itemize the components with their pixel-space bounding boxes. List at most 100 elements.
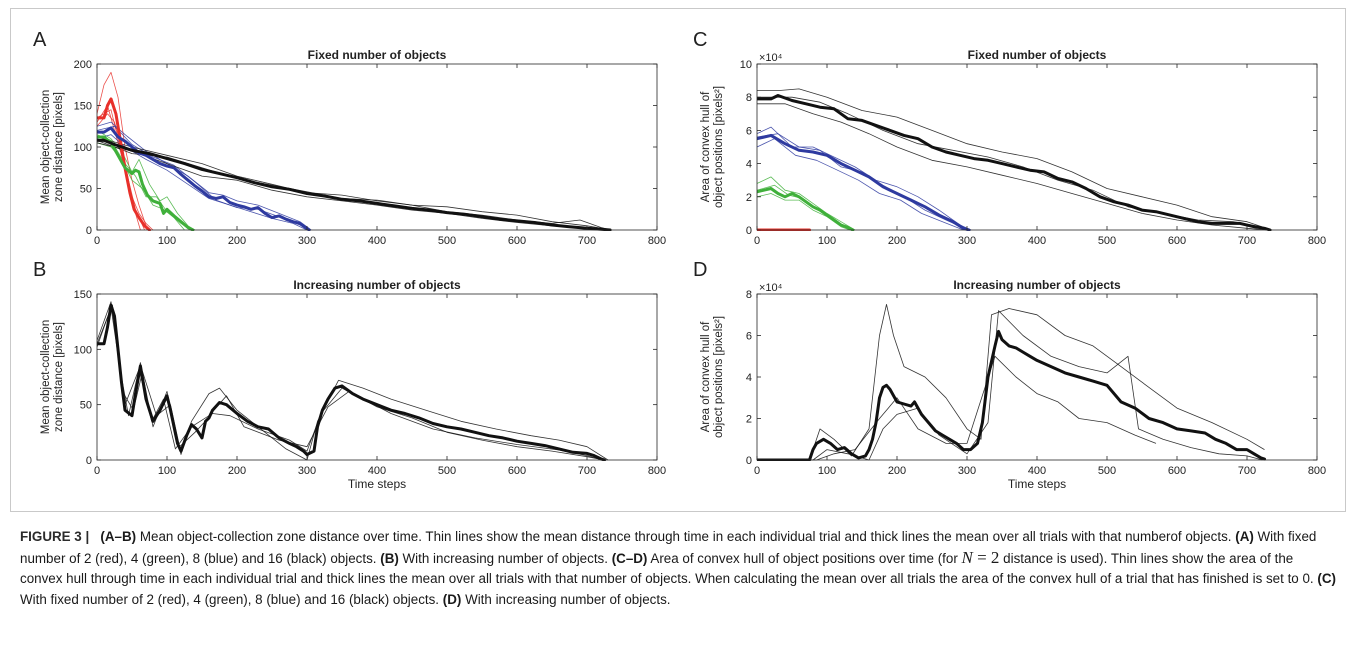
- x-axis-label: Time steps: [1008, 477, 1066, 491]
- caption-label: FIGURE 3 |: [20, 529, 90, 544]
- x-tick-label: 0: [94, 235, 100, 247]
- x-tick-label: 600: [1168, 465, 1186, 477]
- mean-line: [97, 303, 606, 461]
- y-tick-label: 8: [746, 289, 752, 301]
- trial-line: [757, 103, 1269, 231]
- mean-line: [97, 126, 311, 231]
- chart-title: Fixed number of objects: [308, 48, 447, 62]
- series-group: [757, 88, 1272, 231]
- mean-line: [757, 187, 855, 231]
- series-group: [97, 301, 609, 461]
- caption-text-2: With fixed number of 2 (red), 4 (green),…: [20, 529, 1317, 566]
- caption-ref-A: (A): [1235, 529, 1254, 544]
- caption-text-4a: Area of convex hull of object positions …: [647, 550, 962, 566]
- caption-ref-D: (D): [442, 591, 462, 607]
- x-tick-label: 100: [818, 465, 836, 477]
- x-tick-label: 400: [368, 235, 386, 247]
- mean-line: [97, 138, 612, 231]
- panel-letter-A: A: [33, 29, 47, 51]
- chart-title: Increasing number of objects: [293, 278, 461, 292]
- y-tick-label: 150: [74, 101, 92, 113]
- x-tick-label: 800: [648, 465, 666, 477]
- plot-frame: [756, 63, 1318, 231]
- y-tick-label: 50: [80, 184, 92, 196]
- panel-letter-D: D: [693, 259, 707, 281]
- mean-line: [97, 97, 151, 231]
- y-tick-label: 150: [74, 289, 92, 301]
- trial-line: [757, 96, 1272, 231]
- x-tick-label: 400: [1028, 235, 1046, 247]
- y-tick-label: 50: [80, 400, 92, 412]
- trial-line: [97, 136, 612, 231]
- trial-line: [97, 134, 192, 231]
- caption-text-6: With increasing number of objects.: [461, 591, 671, 607]
- x-tick-label: 200: [228, 235, 246, 247]
- y-axis-label: Mean object-collectionzone distance [pix…: [40, 320, 65, 434]
- x-tick-label: 300: [958, 235, 976, 247]
- panel-letter-C: C: [693, 29, 707, 51]
- x-tick-label: 400: [368, 465, 386, 477]
- y-axis-label-line: object positions [pixels²]: [713, 316, 725, 438]
- caption-ref-B: (B): [380, 550, 399, 566]
- y-tick-label: 0: [86, 455, 92, 467]
- x-tick-label: 800: [1308, 235, 1326, 247]
- panel-letter-B: B: [33, 259, 46, 281]
- y-exponent: ×10⁴: [759, 52, 783, 64]
- caption-ref-CD: (C–D): [611, 550, 648, 566]
- caption-text-3: With increasing number of objects.: [398, 550, 612, 566]
- y-exponent: ×10⁴: [759, 282, 783, 294]
- x-tick-label: 200: [228, 465, 246, 477]
- x-tick-label: 500: [438, 465, 456, 477]
- y-tick-label: 4: [746, 372, 752, 384]
- series-group: [97, 71, 612, 231]
- caption-ref-AB: (A–B): [100, 529, 137, 544]
- mean-line: [97, 135, 195, 231]
- x-tick-label: 300: [298, 465, 316, 477]
- y-tick-label: 6: [746, 125, 752, 137]
- caption-text-5: With fixed number of 2 (red), 4 (green),…: [20, 591, 443, 607]
- x-tick-label: 100: [158, 235, 176, 247]
- trial-line: [757, 138, 964, 231]
- mean-line: [757, 133, 971, 231]
- trial-line: [97, 125, 309, 231]
- y-tick-label: 10: [740, 59, 752, 71]
- chart-title: Increasing number of objects: [953, 278, 1121, 292]
- trial-line: [97, 306, 605, 461]
- trial-line: [757, 304, 1265, 461]
- x-tick-label: 200: [888, 465, 906, 477]
- figure-frame: [10, 8, 1346, 512]
- x-tick-label: 700: [578, 235, 596, 247]
- x-tick-label: 500: [438, 235, 456, 247]
- panel-B: B Increasing number of objects 0 100 200 300…: [33, 259, 666, 491]
- x-tick-label: 0: [754, 235, 760, 247]
- y-tick-label: 200: [74, 59, 92, 71]
- x-tick-label: 600: [508, 465, 526, 477]
- trial-line: [97, 121, 312, 231]
- y-axis-label: Area of convex hull ofobject positions […: [700, 86, 725, 208]
- y-axis-label-line: Area of convex hull of: [700, 321, 712, 432]
- y-axis-label-line: Area of convex hull of: [700, 91, 712, 202]
- x-tick-label: 700: [1238, 465, 1256, 477]
- x-tick-label: 100: [158, 465, 176, 477]
- y-axis-label-line: object positions [pixels²]: [713, 86, 725, 208]
- y-axis-label-line: Mean object-collection: [40, 90, 52, 204]
- y-axis-label: Area of convex hull ofobject positions […: [700, 316, 725, 438]
- trial-line: [97, 304, 603, 461]
- x-tick-label: 0: [754, 465, 760, 477]
- y-tick-label: 8: [746, 92, 752, 104]
- x-tick-label: 600: [1168, 235, 1186, 247]
- x-tick-label: 500: [1098, 465, 1116, 477]
- y-tick-label: 2: [746, 192, 752, 204]
- y-axis-label-line: zone distance [pixels]: [53, 322, 65, 432]
- x-tick-label: 700: [1238, 235, 1256, 247]
- caption-ref-C: (C): [1317, 571, 1336, 586]
- y-tick-label: 100: [74, 344, 92, 356]
- x-axis-label: Time steps: [348, 477, 406, 491]
- x-tick-label: 500: [1098, 235, 1116, 247]
- trial-line: [757, 126, 972, 231]
- y-tick-label: 4: [746, 159, 752, 171]
- x-tick-label: 700: [578, 465, 596, 477]
- x-tick-label: 600: [508, 235, 526, 247]
- y-axis-label: Mean object-collectionzone distance [pix…: [40, 90, 65, 204]
